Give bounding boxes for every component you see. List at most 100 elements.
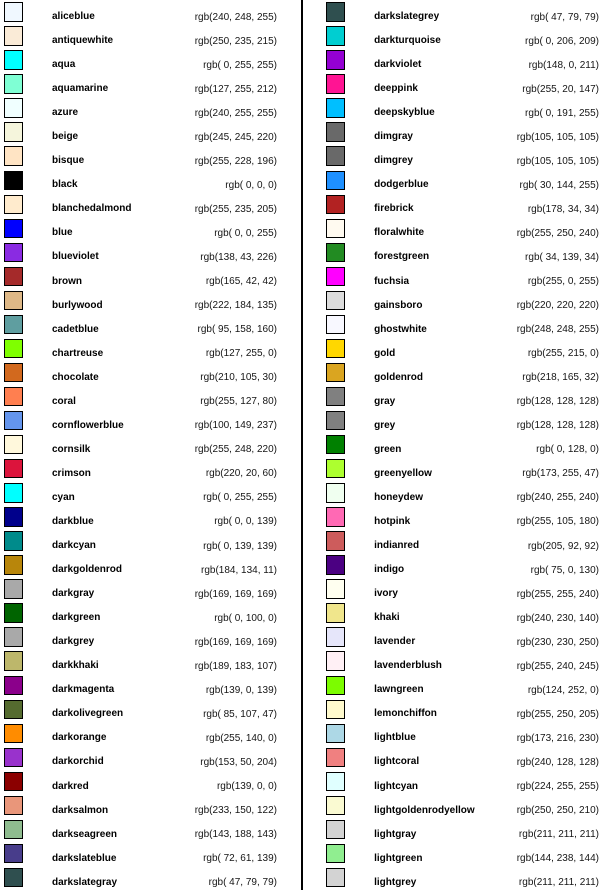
color-row: darkturquoise rgb( 0, 206, 209) <box>303 24 602 48</box>
color-row: beige rgb(245, 245, 220) <box>0 120 301 144</box>
color-row: firebrick rgb(178, 34, 34) <box>303 192 602 216</box>
color-swatch <box>326 771 346 792</box>
color-name: chartreuse <box>52 347 104 359</box>
color-rgb-value: rgb( 0, 206, 209) <box>525 35 599 47</box>
color-name: bisque <box>52 155 85 167</box>
color-row: aqua rgb( 0, 255, 255) <box>0 48 301 72</box>
color-name: aquamarine <box>52 83 109 95</box>
color-name: darkslategray <box>52 876 118 888</box>
color-swatch <box>326 603 346 623</box>
color-rgb-value: rgb(105, 105, 105) <box>516 155 599 167</box>
color-row: cornflowerblue rgb(100, 149, 237) <box>0 409 301 433</box>
color-name: ghostwhite <box>374 323 427 335</box>
color-swatch <box>4 819 24 840</box>
color-rgb-value: rgb( 0, 139, 139) <box>203 540 277 552</box>
color-swatch <box>4 314 24 335</box>
color-swatch <box>4 771 24 792</box>
color-name: fuchsia <box>374 275 410 287</box>
color-name: indigo <box>374 564 405 576</box>
color-row: cadetblue rgb( 95, 158, 160) <box>0 313 301 337</box>
color-row: darkblue rgb( 0, 0, 139) <box>0 505 301 529</box>
color-name: antiquewhite <box>52 35 114 47</box>
color-swatch <box>326 2 346 22</box>
color-row: darkgoldenrod rgb(184, 134, 11) <box>0 553 301 577</box>
color-rgb-value: rgb(211, 211, 211) <box>518 829 599 841</box>
color-name: lightgrey <box>374 876 417 888</box>
color-name: dodgerblue <box>374 179 429 191</box>
color-rgb-value: rgb(255, 127, 80) <box>200 396 277 408</box>
color-row: darkmagenta rgb(139, 0, 139) <box>0 673 301 697</box>
color-name: crimson <box>52 467 91 479</box>
color-rgb-value: rgb(165, 42, 42) <box>205 276 277 288</box>
color-swatch <box>326 507 346 527</box>
color-swatch <box>326 579 346 599</box>
color-rgb-value: rgb( 0, 0, 255) <box>214 227 277 239</box>
color-column-right: darkslategrey rgb( 47, 79, 79) darkturqu… <box>303 0 602 890</box>
color-name: cadetblue <box>52 323 99 335</box>
color-swatch <box>4 2 24 22</box>
color-name: darkgreen <box>52 612 101 624</box>
color-name: blueviolet <box>52 251 99 263</box>
color-name: cornsilk <box>52 443 91 455</box>
color-rgb-value: rgb(139, 0, 139) <box>205 684 277 696</box>
color-row: honeydew rgb(240, 255, 240) <box>303 481 602 505</box>
color-name: blanchedalmond <box>52 203 132 215</box>
color-row: forestgreen rgb( 34, 139, 34) <box>303 240 602 264</box>
color-swatch <box>4 579 24 599</box>
color-row: dimgrey rgb(105, 105, 105) <box>303 144 602 168</box>
color-row: fuchsia rgb(255, 0, 255) <box>303 265 602 289</box>
color-swatch <box>326 170 346 190</box>
color-rgb-value: rgb(255, 228, 196) <box>194 155 277 167</box>
color-swatch <box>326 74 346 94</box>
color-rgb-value: rgb( 34, 139, 34) <box>525 251 599 263</box>
color-rgb-value: rgb( 0, 0, 139) <box>214 516 277 528</box>
color-row: darkolivegreen rgb( 85, 107, 47) <box>0 697 301 721</box>
color-swatch <box>326 555 346 575</box>
color-name: chocolate <box>52 371 99 383</box>
color-rgb-value: rgb(220, 220, 220) <box>516 300 599 312</box>
color-rgb-value: rgb(148, 0, 211) <box>528 59 599 71</box>
color-name: lightgoldenrodyellow <box>374 804 475 816</box>
color-name: lavenderblush <box>374 660 442 672</box>
color-name: cyan <box>52 491 75 503</box>
color-swatch <box>4 747 24 768</box>
color-row: black rgb( 0, 0, 0) <box>0 168 301 192</box>
color-row: darkred rgb(139, 0, 0) <box>0 770 301 794</box>
color-name: darksalmon <box>52 804 109 816</box>
color-name: lightcyan <box>374 780 418 792</box>
color-name: darkblue <box>52 515 94 527</box>
color-row: brown rgb(165, 42, 42) <box>0 265 301 289</box>
color-swatch <box>4 338 24 359</box>
color-swatch <box>4 26 24 46</box>
color-row: lightblue rgb(173, 216, 230) <box>303 721 602 745</box>
color-row: aliceblue rgb(240, 248, 255) <box>0 0 301 24</box>
color-swatch <box>326 314 346 335</box>
color-column-left: aliceblue rgb(240, 248, 255) antiquewhit… <box>0 0 301 890</box>
color-swatch <box>4 723 24 743</box>
color-rgb-value: rgb( 30, 144, 255) <box>519 179 599 191</box>
color-name: burlywood <box>52 299 103 311</box>
color-swatch <box>4 627 24 647</box>
color-name: lightgray <box>374 828 417 840</box>
color-rgb-value: rgb( 47, 79, 79) <box>530 11 599 23</box>
color-rgb-value: rgb(250, 235, 215) <box>194 35 277 47</box>
color-row: lavender rgb(230, 230, 250) <box>303 625 602 649</box>
color-rgb-value: rgb(189, 183, 107) <box>194 660 277 672</box>
color-name: lightblue <box>374 732 416 744</box>
color-swatch <box>4 410 24 431</box>
color-swatch <box>4 843 24 864</box>
color-name: honeydew <box>374 491 423 503</box>
color-row: indigo rgb( 75, 0, 130) <box>303 553 602 577</box>
color-row: lightgoldenrodyellow rgb(250, 250, 210) <box>303 794 602 818</box>
color-rgb-value: rgb(184, 134, 11) <box>201 564 277 576</box>
color-rgb-value: rgb( 85, 107, 47) <box>203 708 277 720</box>
color-name: darkorange <box>52 732 107 744</box>
color-swatch <box>4 242 24 263</box>
color-name: darkslateblue <box>52 852 117 864</box>
color-rgb-value: rgb(255, 248, 220) <box>194 444 277 456</box>
color-rgb-value: rgb(240, 230, 140) <box>516 612 599 624</box>
color-swatch <box>326 675 346 695</box>
color-name: lightcoral <box>374 756 420 768</box>
color-rgb-value: rgb( 0, 191, 255) <box>525 107 599 119</box>
color-row: darkslategray rgb( 47, 79, 79) <box>0 866 301 890</box>
